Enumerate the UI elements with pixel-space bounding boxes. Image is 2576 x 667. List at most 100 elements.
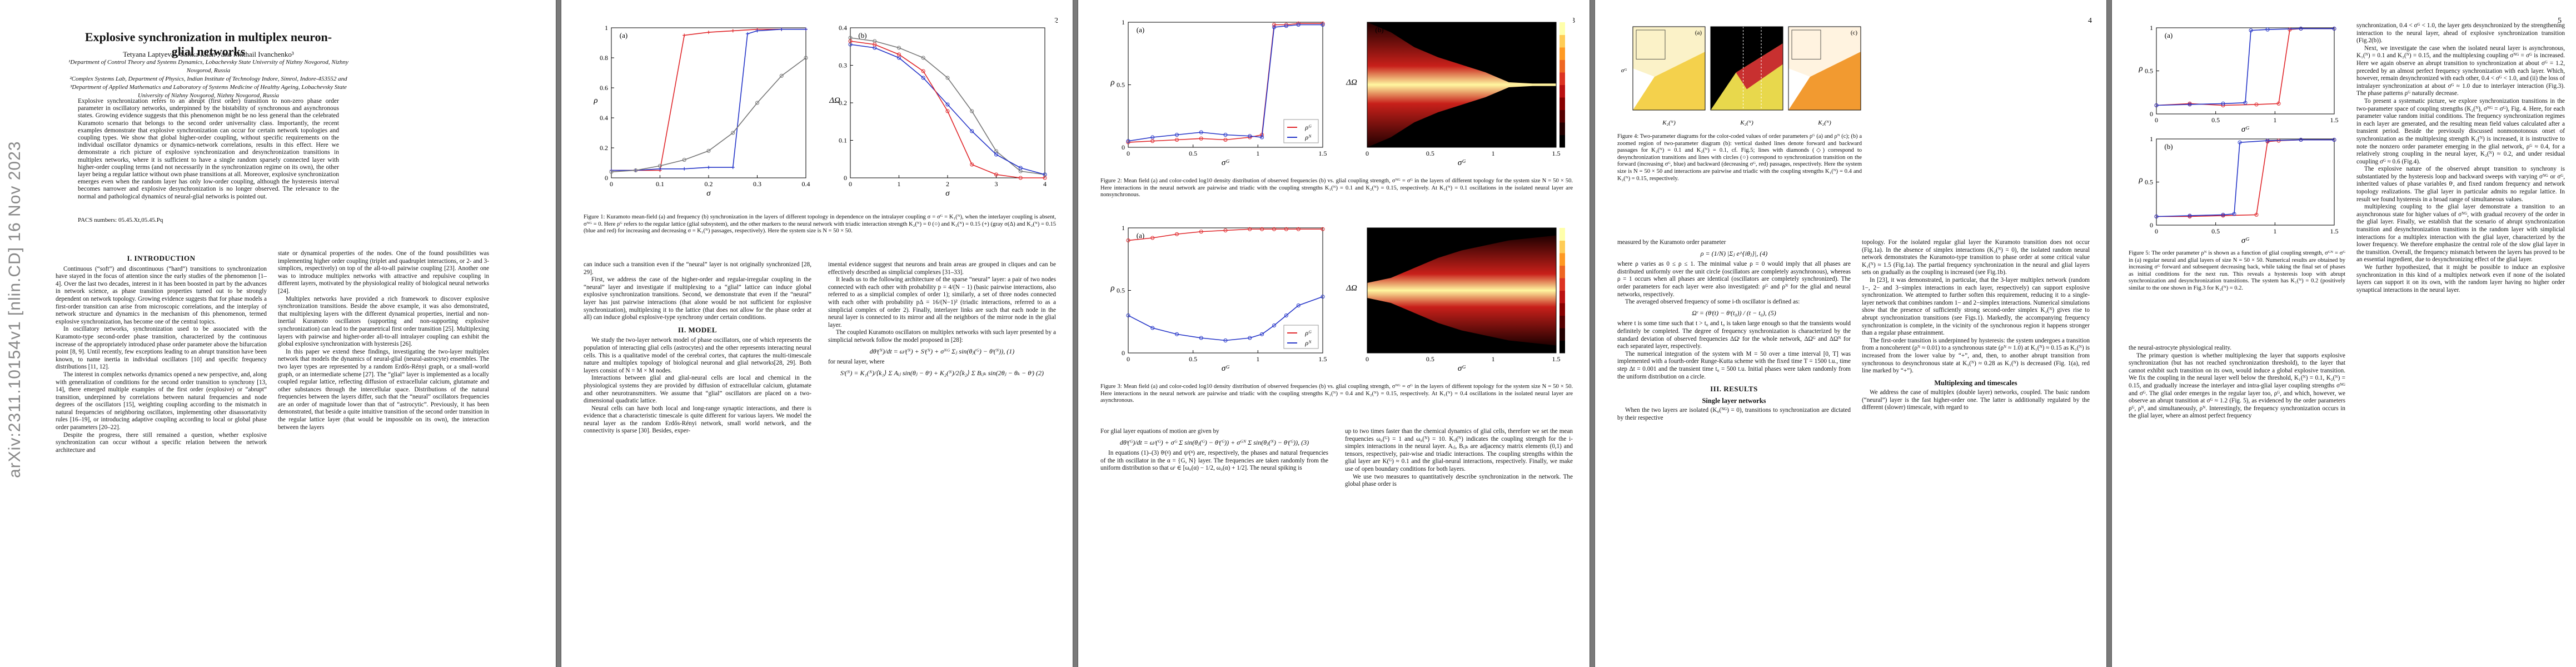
- data-point: [2243, 101, 2248, 105]
- data-point: [2221, 212, 2225, 217]
- paragraph: When the two layers are isolated (K₀(ᴺᴳ)…: [1617, 407, 1851, 421]
- figure-1-caption: Figure 1: Kuramoto mean-field (a) and fr…: [584, 214, 1056, 235]
- figure-3a: 0 0.5 1 1.5 0 0.5 1 (a) σᴳ ρ ρᴳ ρᴺ: [1100, 222, 1334, 378]
- paragraph: The numerical integration of the system …: [1617, 350, 1851, 380]
- data-point: [1272, 25, 1276, 29]
- data-point: [1126, 238, 1130, 242]
- data-point: [921, 76, 925, 80]
- x-tick-label: 0.5: [2211, 227, 2220, 235]
- data-point: [2332, 138, 2336, 142]
- x-tick-label: 0.5: [1189, 355, 1197, 363]
- data-point: [2154, 103, 2159, 107]
- data-point: [1199, 336, 1203, 340]
- data-point: [707, 31, 710, 34]
- paragraph: We study the two-layer network model of …: [584, 337, 811, 374]
- authors: Tetyana Laptyeva¹, Sarika Jalan², and Mi…: [123, 50, 294, 58]
- colorbar-cell: [1559, 315, 1565, 328]
- data-point: [1284, 227, 1288, 231]
- hysteresis-region: [1736, 43, 1783, 89]
- paragraph: The explosive nature of the observed abr…: [2356, 166, 2565, 203]
- data-point: [1018, 176, 1023, 180]
- x-tick-label: 1: [1256, 150, 1259, 157]
- sync-region: [1788, 52, 1861, 110]
- y-axis-label: ΔΩ: [1346, 284, 1357, 293]
- data-point: [1223, 138, 1228, 142]
- fig2b-plot: 0 0.5 1 1.5 (b) σᴳ ΔΩ: [1346, 22, 1565, 167]
- data-point: [1284, 313, 1288, 317]
- paragraph: for neural layer, where: [828, 359, 885, 366]
- x-tick-label: 0: [2155, 227, 2158, 235]
- panel-label: (a): [2165, 31, 2173, 39]
- paragraph: Despite the progress, there still remain…: [56, 431, 267, 454]
- colorbar-cell: [1559, 109, 1565, 123]
- fig1a-plot: 0 0.1 0.2 0.3 0.4 0 0.2 0.4 0.6 0.8 1 (a) σ ρ: [593, 24, 810, 198]
- data-point: [1296, 227, 1301, 231]
- data-point: [2299, 27, 2303, 31]
- panel-label: (b): [1375, 231, 1383, 240]
- x-tick-label: 1.5: [1319, 150, 1327, 157]
- rho-neural-series: [1128, 296, 1323, 341]
- legend-label-glial: ρᴳ: [1304, 123, 1312, 131]
- page-number: 2: [1054, 17, 1058, 25]
- affiliation-1: ¹Department of Control Theory and System…: [68, 59, 348, 74]
- paragraph: The interest in complex networks dynamic…: [56, 371, 267, 431]
- data-point: [609, 170, 614, 174]
- page-2: 2 0 0.1 0.2 0.3 0.4 0 0.2 0.4 0.6 0.8 1 (a) σ ρ 0 1 2 3 4…: [561, 0, 1073, 667]
- data-point: [1199, 136, 1203, 141]
- page-3: 3 0 0.5 1 1.5 0 0.5 1 (a) σᴳ ρ ρᴳ ρᴺ 0 0.5 1 1.5 (b) σᴳ Δ…: [1078, 0, 1590, 667]
- colorbar: [1559, 22, 1565, 148]
- data-point: [994, 172, 998, 177]
- x-tick-label: 0.5: [1426, 150, 1434, 157]
- x-tick-label: 1.5: [2330, 116, 2339, 124]
- y-axis-label: ρ: [593, 96, 597, 105]
- y-tick-label: 1: [2150, 135, 2153, 143]
- y-axis-label: ΔΩ: [829, 96, 840, 105]
- data-point: [707, 166, 710, 170]
- figure-1b: 0 1 2 3 4 0 0.1 0.2 0.3 0.4 (b) σ ΔΩ: [823, 22, 1056, 206]
- data-point: [706, 148, 711, 153]
- paragraph: It leads us to the following architectur…: [828, 276, 1056, 328]
- data-point: [731, 131, 735, 135]
- author-block: Tetyana Laptyeva¹, Sarika Jalan², and Mi…: [67, 50, 350, 100]
- colorbar-cell: [1559, 59, 1565, 73]
- colorbar-cell: [1559, 240, 1565, 253]
- data-point: [897, 46, 901, 50]
- y-tick-label: 0: [1122, 143, 1125, 151]
- figure-3b: 0 0.5 1 1.5 (b) σᴳ ΔΩ: [1339, 222, 1573, 378]
- figure-5-caption: Figure 5: The order parameter ρᴺ is show…: [2129, 250, 2345, 291]
- data-point: [945, 76, 950, 80]
- y-tick-label: 0: [1122, 349, 1125, 357]
- data-point: [1175, 138, 1179, 142]
- data-point: [2221, 101, 2225, 106]
- y-tick-label: 0.8: [600, 54, 608, 62]
- panel-label: (b): [2164, 142, 2173, 151]
- data-point: [731, 29, 735, 33]
- data-point: [945, 109, 950, 113]
- y-tick-label: 0.2: [600, 144, 608, 152]
- fig3a-plot: 0 0.5 1 1.5 0 0.5 1 (a) σᴳ ρ ρᴳ ρᴺ: [1110, 224, 1327, 373]
- data-point: [2254, 212, 2259, 217]
- data-point: [1248, 336, 1252, 340]
- legend-box: [1283, 119, 1319, 143]
- legend-box: [1283, 325, 1319, 349]
- paragraph: In [23], it was demonstrated, in particu…: [1862, 276, 2090, 337]
- data-point: [945, 102, 950, 107]
- page-1: arXiv:2311.10154v1 [nlin.CD] 16 Nov 2023…: [0, 0, 556, 667]
- data-point: [2265, 138, 2270, 143]
- paragraph: Next, we investigate the case when the i…: [2356, 44, 2565, 97]
- data-point: [970, 109, 974, 113]
- data-point: [1260, 135, 1264, 140]
- colorbar-cell: [1559, 253, 1565, 266]
- data-point: [1150, 135, 1155, 140]
- colorbar-cell: [1559, 278, 1565, 291]
- plot-frame: [1710, 26, 1783, 111]
- y-tick-label: 0: [844, 174, 847, 182]
- backward-series: [2156, 139, 2334, 217]
- data-point: [970, 162, 974, 167]
- fig4-panel: (b) K₂(ᴺ): [1710, 26, 1783, 126]
- y-tick-label: 0: [2150, 110, 2153, 118]
- paragraph: Multiplex networks have provided a rich …: [278, 295, 489, 348]
- x-tick-label: 0: [1366, 355, 1369, 363]
- data-point: [1296, 303, 1301, 307]
- paragraph: First, we address the case of the higher…: [584, 276, 811, 321]
